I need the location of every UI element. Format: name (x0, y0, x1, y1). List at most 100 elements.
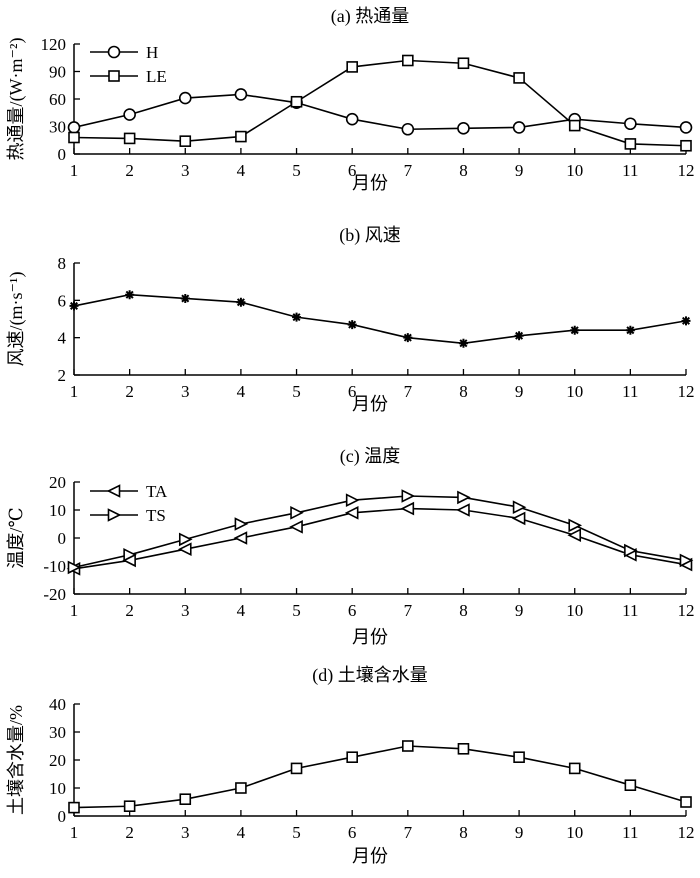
y-axis-label: 温度/℃ (6, 507, 26, 568)
x-tick-label: 9 (515, 601, 524, 620)
data-point (344, 506, 359, 520)
legend-label: TA (146, 482, 168, 501)
x-tick-label: 4 (237, 161, 246, 180)
x-tick-label: 12 (678, 161, 695, 180)
legend-label: LE (146, 67, 167, 86)
data-point (289, 520, 303, 534)
x-tick-label: 7 (404, 601, 413, 620)
data-point (458, 338, 468, 348)
y-axis-label: 风速/(m·s⁻¹) (6, 272, 27, 367)
series-line (73, 507, 687, 570)
data-point (403, 333, 413, 343)
data-point (568, 119, 581, 132)
y-tick-label: 60 (49, 90, 66, 109)
x-tick-label: 2 (125, 823, 134, 842)
panel-title: (d) 土壤含水量 (312, 665, 428, 686)
data-point (624, 543, 638, 558)
x-tick-label: 11 (622, 161, 638, 180)
data-point (67, 560, 82, 575)
legend-marker (106, 484, 121, 498)
x-tick-label: 5 (292, 161, 301, 180)
y-tick-label: 20 (49, 473, 66, 492)
data-point (514, 331, 524, 341)
x-tick-label: 6 (348, 382, 357, 401)
panel-title: (c) 温度 (340, 446, 400, 467)
x-tick-label: 1 (70, 601, 79, 620)
data-point (234, 517, 249, 531)
data-point (347, 320, 357, 330)
y-axis-label: 土壤含水量/% (6, 705, 26, 815)
data-point (123, 108, 136, 121)
data-point (68, 801, 80, 814)
data-point (679, 121, 693, 134)
data-point (235, 782, 247, 794)
x-tick-label: 3 (181, 601, 190, 620)
x-tick-label: 11 (622, 382, 638, 401)
x-axis-label: 月份 (352, 394, 388, 414)
x-tick-label: 12 (678, 601, 695, 620)
data-point (402, 740, 414, 752)
data-point (233, 531, 248, 545)
data-point (457, 490, 471, 505)
data-point (290, 95, 303, 108)
series-line (73, 745, 687, 809)
x-tick-label: 3 (181, 382, 190, 401)
x-tick-label: 7 (404, 382, 413, 401)
series-h (67, 88, 693, 136)
data-point (624, 138, 637, 150)
series-ts (67, 489, 694, 575)
data-point (401, 489, 416, 503)
data-point (512, 121, 526, 134)
x-tick-label: 9 (515, 161, 524, 180)
x-tick-label: 3 (181, 823, 190, 842)
y-tick-label: 8 (58, 254, 67, 273)
data-point (178, 91, 192, 105)
data-point (180, 293, 190, 303)
x-tick-label: 6 (348, 601, 357, 620)
y-tick-label: 0 (58, 145, 67, 164)
x-tick-label: 4 (237, 601, 246, 620)
x-tick-label: 11 (622, 823, 638, 842)
x-tick-label: 10 (566, 382, 583, 401)
x-tick-label: 3 (181, 161, 190, 180)
data-point (68, 131, 80, 144)
y-tick-label: 0 (58, 807, 67, 826)
y-tick-label: 4 (58, 329, 67, 348)
data-point (177, 542, 192, 556)
y-tick-label: 40 (49, 695, 66, 714)
data-point (513, 72, 525, 84)
data-point (123, 800, 136, 813)
x-tick-label: 12 (678, 823, 695, 842)
series-line (73, 293, 687, 345)
data-point (179, 135, 192, 147)
data-point (568, 762, 581, 775)
data-point (457, 742, 470, 755)
x-tick-label: 8 (459, 823, 468, 842)
series-line (73, 59, 687, 147)
series-line (73, 93, 687, 131)
data-point (402, 54, 414, 67)
data-point (681, 316, 691, 326)
x-tick-label: 2 (125, 382, 134, 401)
legend-item: H (90, 43, 158, 62)
x-tick-label: 9 (515, 823, 524, 842)
data-point (236, 297, 246, 307)
x-tick-label: 1 (70, 382, 79, 401)
data-point (290, 506, 304, 520)
y-tick-label: 20 (49, 751, 66, 770)
series-1 (69, 290, 691, 348)
data-point (345, 493, 360, 507)
data-point (235, 130, 247, 143)
y-tick-label: 90 (49, 63, 66, 82)
legend-label: H (146, 43, 158, 62)
data-point (511, 511, 526, 526)
x-tick-label: 12 (678, 382, 695, 401)
x-tick-label: 4 (237, 823, 246, 842)
x-tick-label: 5 (292, 823, 301, 842)
x-axis-label: 月份 (352, 173, 388, 193)
y-tick-label: 10 (49, 779, 66, 798)
y-tick-label: 30 (49, 118, 66, 137)
series-line (73, 495, 687, 569)
